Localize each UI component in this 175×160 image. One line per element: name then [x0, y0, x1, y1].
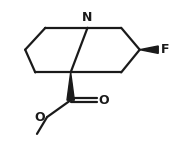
Polygon shape — [67, 72, 74, 100]
Text: F: F — [161, 43, 169, 56]
Polygon shape — [140, 46, 158, 53]
Text: N: N — [82, 11, 93, 24]
Text: O: O — [34, 111, 45, 124]
Text: O: O — [99, 94, 109, 107]
